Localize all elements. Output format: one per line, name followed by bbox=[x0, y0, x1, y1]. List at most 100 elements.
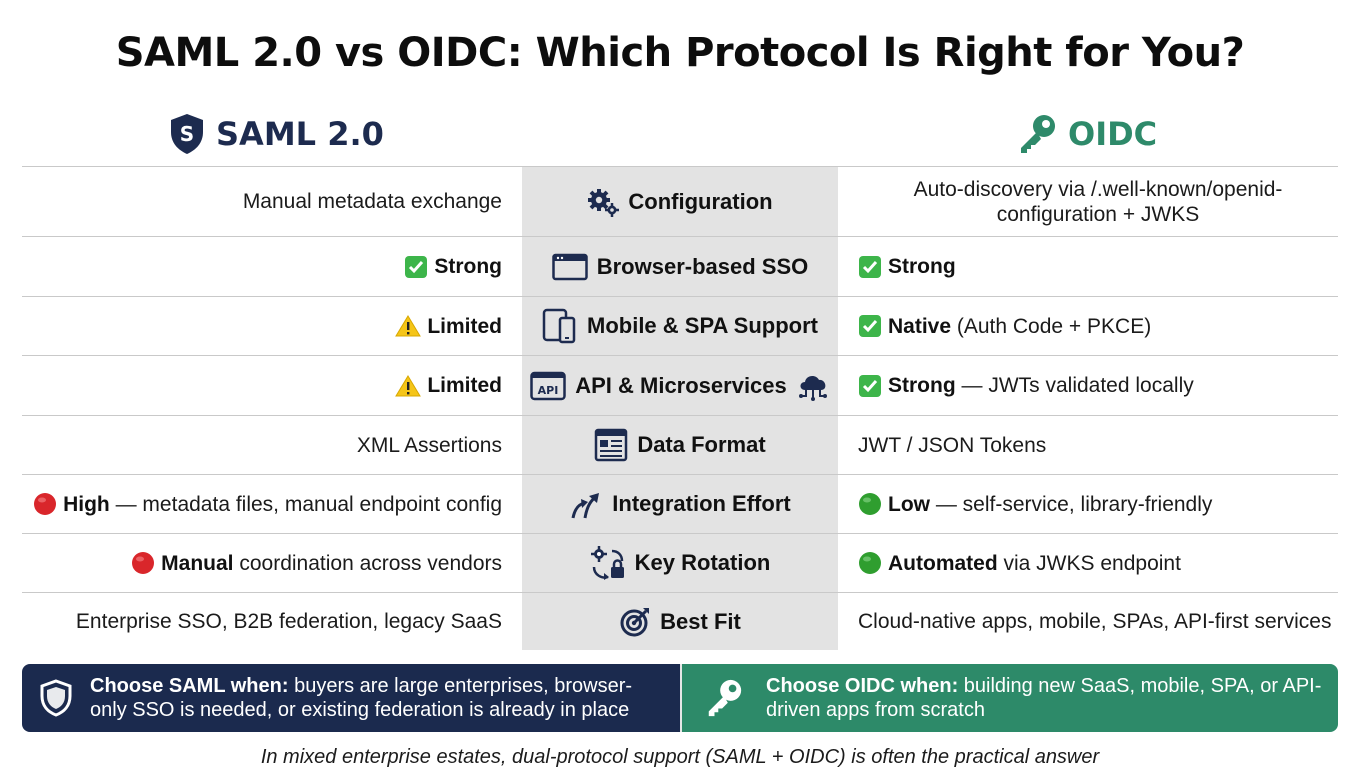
oidc-column-label: OIDC bbox=[1068, 115, 1158, 153]
saml-cell: Strong bbox=[22, 237, 502, 296]
oidc-value-strong: Low bbox=[888, 492, 930, 516]
comparison-row-mobile-spa: Limited Mobile & SPA Support Native (Aut… bbox=[22, 297, 1338, 355]
saml-cell: Limited bbox=[22, 356, 502, 415]
saml-cell: XML Assertions bbox=[22, 416, 502, 474]
feature-cell: Browser-based SSO bbox=[522, 237, 838, 296]
comparison-row-configuration: Manual metadata exchange Configuration A… bbox=[22, 167, 1338, 236]
mobile-devices-icon bbox=[542, 308, 578, 344]
svg-text:API: API bbox=[538, 384, 559, 397]
feature-cell: API API & Microservices bbox=[522, 356, 838, 415]
oidc-banner-strong: Choose OIDC when: bbox=[766, 675, 959, 697]
feature-cell: Best Fit bbox=[522, 593, 838, 650]
divider bbox=[22, 355, 1338, 356]
saml-banner-strong: Choose SAML when: bbox=[90, 675, 289, 697]
feature-cell: Data Format bbox=[522, 416, 838, 474]
target-icon bbox=[619, 606, 651, 638]
oidc-cell: Strong bbox=[858, 237, 1338, 296]
oidc-value-strong: Native bbox=[888, 314, 952, 338]
browser-window-icon bbox=[551, 253, 588, 281]
api-icon: API bbox=[530, 371, 566, 401]
saml-column-label: SAML 2.0 bbox=[216, 115, 384, 153]
green-circle-icon bbox=[858, 492, 882, 516]
oidc-column-header: OIDC bbox=[1016, 110, 1157, 158]
feature-label: Data Format bbox=[637, 432, 766, 457]
saml-value-text: — metadata files, manual endpoint config bbox=[109, 492, 502, 516]
check-icon bbox=[858, 374, 882, 398]
comparison-row-integration-effort: High — metadata files, manual endpoint c… bbox=[22, 475, 1338, 533]
shield-icon: S bbox=[168, 112, 206, 156]
feature-cell: Integration Effort bbox=[522, 475, 838, 533]
divider bbox=[22, 236, 1338, 237]
divider bbox=[22, 533, 1338, 534]
shield-outline-icon bbox=[39, 679, 73, 717]
oidc-cell: Cloud-native apps, mobile, SPAs, API-fir… bbox=[858, 593, 1338, 650]
check-icon bbox=[858, 314, 882, 338]
divider bbox=[22, 166, 1338, 167]
feature-cell: Mobile & SPA Support bbox=[522, 297, 838, 355]
comparison-row-best-fit: Enterprise SSO, B2B federation, legacy S… bbox=[22, 593, 1338, 650]
divider bbox=[22, 415, 1338, 416]
saml-value-text: coordination across vendors bbox=[233, 551, 502, 575]
key-icon bbox=[1016, 113, 1058, 155]
gears-icon bbox=[587, 187, 620, 217]
feature-label: Mobile & SPA Support bbox=[587, 313, 818, 338]
saml-value-strong: Limited bbox=[427, 374, 502, 397]
saml-value-strong: Manual bbox=[161, 551, 234, 575]
check-icon bbox=[404, 255, 428, 279]
warning-icon bbox=[395, 374, 422, 398]
feature-column-background bbox=[522, 166, 838, 650]
oidc-value-text: — JWTs validated locally bbox=[955, 374, 1194, 397]
saml-recommendation-banner: Choose SAML when: buyers are large enter… bbox=[22, 664, 680, 732]
document-format-icon bbox=[594, 428, 628, 462]
oidc-value-text: Auto-discovery via /.well-known/openid-c… bbox=[913, 177, 1283, 226]
page-title: SAML 2.0 vs OIDC: Which Protocol Is Righ… bbox=[115, 30, 1245, 76]
oidc-cell: Native (Auth Code + PKCE) bbox=[858, 297, 1338, 355]
feature-label: Browser-based SSO bbox=[596, 253, 809, 279]
saml-value-text: XML Assertions bbox=[356, 433, 502, 457]
oidc-cell: Low — self-service, library-friendly bbox=[858, 475, 1338, 533]
oidc-banner-text: building new SaaS, mobile, SPA, or API-d… bbox=[766, 675, 1322, 721]
saml-cell: High — metadata files, manual endpoint c… bbox=[22, 475, 502, 533]
saml-cell: Manual coordination across vendors bbox=[22, 534, 502, 592]
comparison-row-api: Limited API API & Microservices Strong —… bbox=[22, 356, 1338, 415]
feature-label: Integration Effort bbox=[612, 491, 791, 516]
oidc-value-strong: Strong bbox=[888, 255, 956, 278]
footer-note: In mixed enterprise estates, dual-protoc… bbox=[260, 746, 1100, 768]
oidc-value-text: via JWKS endpoint bbox=[997, 551, 1181, 575]
oidc-value-text: — self-service, library-friendly bbox=[930, 492, 1213, 516]
feature-label: Best Fit bbox=[660, 608, 741, 634]
oidc-value-text: JWT / JSON Tokens bbox=[858, 433, 1047, 457]
comparison-row-browser-sso: Strong Browser-based SSO Strong bbox=[22, 237, 1338, 296]
key-rotation-icon bbox=[590, 545, 626, 581]
oidc-value-strong: Automated bbox=[888, 551, 998, 575]
divider bbox=[22, 296, 1338, 297]
divider bbox=[22, 474, 1338, 475]
saml-value-strong: High bbox=[63, 492, 110, 516]
feature-cell: Key Rotation bbox=[522, 534, 838, 592]
oidc-cell: Automated via JWKS endpoint bbox=[858, 534, 1338, 592]
oidc-cell: JWT / JSON Tokens bbox=[858, 416, 1338, 474]
oidc-cell: Strong — JWTs validated locally bbox=[858, 356, 1338, 415]
feature-label: API & Microservices bbox=[575, 372, 787, 398]
svg-text:S: S bbox=[180, 122, 194, 146]
key-icon bbox=[704, 678, 744, 718]
red-circle-icon bbox=[33, 492, 57, 516]
divider bbox=[22, 592, 1338, 593]
feature-label: Key Rotation bbox=[634, 550, 771, 575]
arrows-icon bbox=[569, 488, 603, 520]
feature-cell: Configuration bbox=[522, 167, 838, 236]
saml-value-strong: Limited bbox=[427, 314, 502, 338]
oidc-cell: Auto-discovery via /.well-known/openid-c… bbox=[858, 167, 1338, 236]
oidc-recommendation-banner: Choose OIDC when: building new SaaS, mob… bbox=[680, 664, 1338, 732]
saml-cell: Enterprise SSO, B2B federation, legacy S… bbox=[22, 593, 502, 650]
oidc-value-strong: Strong bbox=[888, 374, 956, 397]
comparison-row-data-format: XML Assertions Data Format JWT / JSON To… bbox=[22, 416, 1338, 474]
saml-banner-text: buyers are large enterprises, browser-on… bbox=[90, 675, 633, 721]
green-circle-icon bbox=[858, 551, 882, 575]
oidc-value-text: Cloud-native apps, mobile, SPAs, API-fir… bbox=[858, 610, 1332, 633]
comparison-row-key-rotation: Manual coordination across vendors Key R… bbox=[22, 534, 1338, 592]
saml-column-header: S SAML 2.0 bbox=[168, 110, 384, 158]
saml-value-text: Enterprise SSO, B2B federation, legacy S… bbox=[75, 610, 502, 633]
saml-value-text: Manual metadata exchange bbox=[242, 190, 502, 213]
warning-icon bbox=[395, 314, 422, 338]
